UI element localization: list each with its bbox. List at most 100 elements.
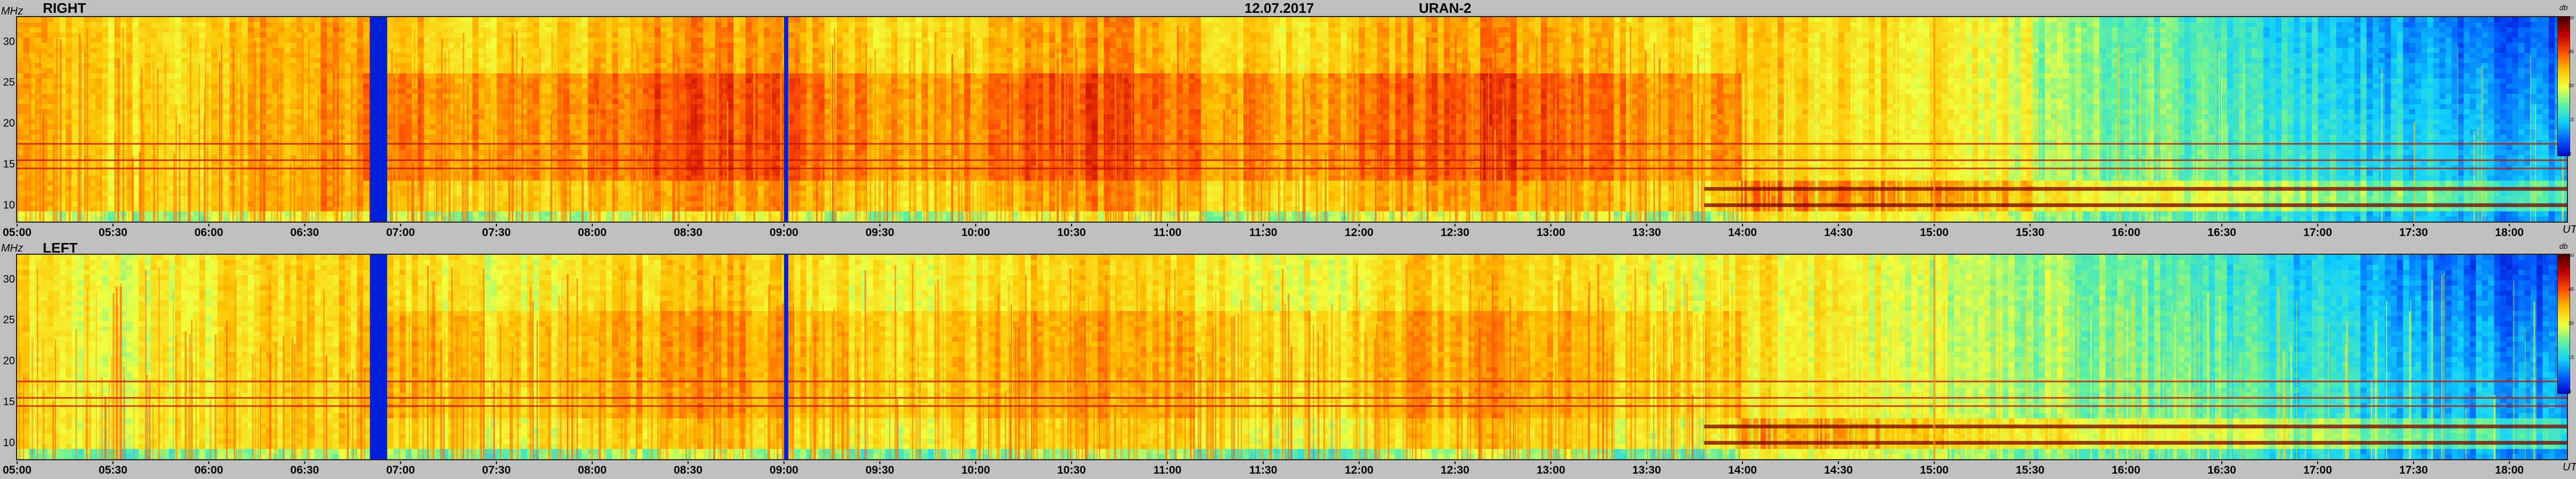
spectrogram-cell	[223, 140, 230, 146]
spectrogram-cell	[157, 52, 163, 58]
spectrogram-cell	[326, 73, 333, 79]
spectrogram-cell	[230, 130, 236, 135]
spectrogram-cell	[454, 109, 461, 115]
spectrogram-cell	[739, 186, 746, 192]
spectrogram-cell	[272, 170, 279, 176]
spectrogram-cell	[78, 88, 85, 94]
spectrogram-cell	[569, 68, 576, 74]
spectrogram-cell	[472, 155, 479, 161]
spectrogram-cell	[758, 104, 765, 110]
spectrogram-cell	[763, 104, 770, 110]
spectrogram-cell	[533, 140, 540, 146]
spectrogram-cell	[563, 63, 570, 69]
spectrogram-cell	[357, 58, 364, 64]
spectrogram-cell	[435, 134, 442, 140]
spectrogram-cell	[78, 27, 85, 33]
spectrogram-cell	[205, 17, 212, 23]
spectrogram-cell	[284, 22, 291, 28]
spectrogram-cell	[387, 155, 394, 161]
spectrogram-cell	[582, 186, 588, 192]
spectrogram-cell	[78, 191, 85, 196]
spectrogram-cell	[72, 216, 79, 222]
spectrogram-cell	[678, 42, 685, 48]
spectrogram-cell	[685, 150, 692, 156]
spectrogram-cell	[660, 58, 667, 64]
spectrogram-cell	[733, 180, 740, 186]
spectrogram-cell	[320, 130, 327, 135]
spectrogram-cell	[703, 78, 710, 84]
spectrogram-cell	[241, 104, 248, 110]
spectrogram-cell	[667, 180, 674, 186]
spectrogram-cell	[491, 63, 498, 69]
spectrogram-cell	[254, 58, 261, 64]
spectrogram-cell	[47, 98, 54, 104]
spectrogram-cell	[211, 134, 218, 140]
spectrogram-cell	[284, 191, 291, 196]
spectrogram-cell	[108, 37, 115, 43]
spectrogram-cell	[484, 114, 491, 120]
spectrogram-cell	[685, 22, 692, 28]
spectrogram-cell	[241, 68, 248, 74]
spectrogram-cell	[144, 145, 151, 150]
spectrogram-cell	[491, 17, 498, 23]
spectrogram-cell	[302, 109, 309, 115]
spectrogram-cell	[90, 52, 97, 58]
spectrogram-cell	[582, 176, 588, 181]
spectrogram-cell	[35, 63, 42, 69]
spectrogram-cell	[187, 27, 194, 33]
spectrogram-cell	[745, 17, 752, 23]
spectrogram-cell	[217, 94, 224, 100]
spectrogram-cell	[345, 42, 351, 48]
spectrogram-cell	[193, 27, 200, 33]
spectrogram-cell	[284, 134, 291, 140]
spectrogram-cell	[618, 58, 625, 64]
spectrogram-cell	[108, 145, 115, 150]
spectrogram-cell	[126, 119, 133, 125]
spectrogram-cell	[59, 155, 66, 161]
spectrogram-cell	[351, 63, 358, 69]
spectrogram-cell	[660, 114, 667, 120]
spectrogram-cell	[211, 170, 218, 176]
spectrogram-cell	[448, 22, 455, 28]
spectrogram-cell	[90, 98, 97, 104]
spectrogram-cell	[575, 63, 582, 69]
spectrogram-cell	[697, 140, 704, 146]
spectrogram-cell	[47, 83, 54, 89]
spectrogram-cell	[430, 134, 437, 140]
spectrogram-cell	[606, 42, 613, 48]
spectrogram-cell	[90, 180, 97, 186]
spectrogram-cell	[733, 170, 740, 176]
spectrogram-cell	[241, 114, 248, 120]
spectrogram-cell	[606, 119, 613, 125]
spectrogram-cell	[521, 42, 528, 48]
spectrogram-cell	[320, 52, 327, 58]
spectrogram-cell	[351, 191, 358, 196]
spectrogram-cell	[357, 42, 364, 48]
spectrogram-cell	[114, 109, 121, 115]
spectrogram-cell	[47, 73, 54, 79]
spectrogram-cell	[326, 201, 333, 207]
spectrogram-cell	[727, 124, 734, 130]
spectrogram-cell	[357, 160, 364, 166]
spectrogram-cell	[557, 134, 564, 140]
spectrogram-cell	[575, 150, 582, 156]
spectrogram-cell	[624, 140, 631, 146]
spectrogram-cell	[23, 124, 30, 130]
spectrogram-cell	[114, 119, 121, 125]
spectrogram-cell	[758, 155, 765, 161]
spectrogram-cell	[496, 134, 503, 140]
spectrogram-cell	[533, 27, 540, 33]
spectrogram-cell	[630, 73, 637, 79]
spectrogram-cell	[235, 186, 242, 192]
spectrogram-cell	[181, 98, 188, 104]
spectrogram-cell	[739, 201, 746, 207]
spectrogram-cell	[406, 186, 412, 192]
spectrogram-cell	[290, 68, 297, 74]
spectrogram-cell	[612, 73, 619, 79]
spectrogram-cell	[758, 216, 765, 222]
spectrogram-cell	[17, 98, 24, 104]
spectrogram-cell	[199, 48, 206, 54]
spectrogram-cell	[466, 63, 473, 69]
spectrogram-cell	[739, 63, 746, 69]
